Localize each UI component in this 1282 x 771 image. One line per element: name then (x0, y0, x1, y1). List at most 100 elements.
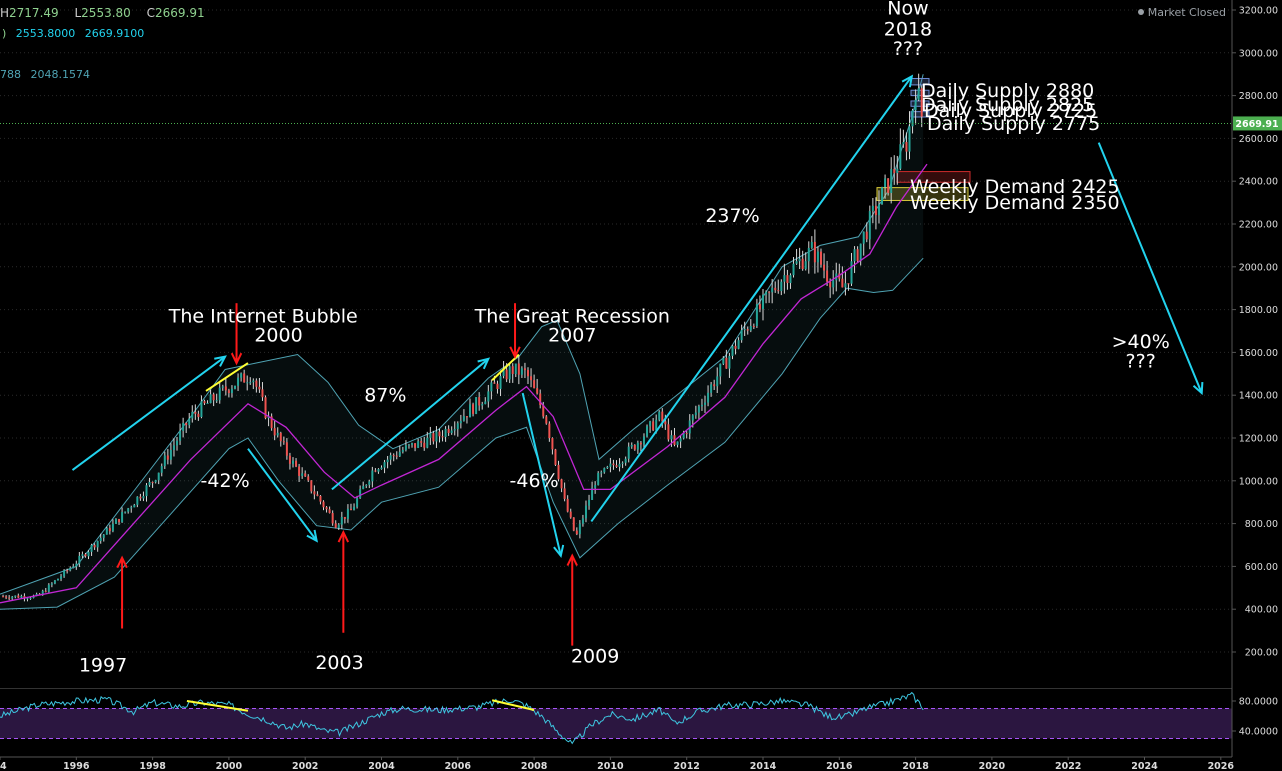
x-tick-label: 2016 (826, 761, 853, 771)
candle-body (56, 578, 59, 581)
marker-arrow (566, 553, 578, 646)
candle-body (182, 422, 185, 431)
grid (0, 9, 1232, 653)
candle-body (90, 544, 93, 552)
candle-body (542, 405, 545, 417)
candle-body (8, 597, 11, 599)
candle-body (349, 508, 352, 511)
time-axis[interactable]: 4 1996 1998 2000 2002 2004 2006 2008 2010 2012 201… (0, 756, 1282, 771)
candle-body (63, 570, 66, 577)
candle-body (670, 435, 673, 440)
candle-body (154, 480, 157, 483)
price-axis-bg (1232, 0, 1282, 757)
status-dot-icon (1137, 9, 1144, 15)
candle-body (554, 449, 557, 465)
last-price-box (1233, 116, 1282, 131)
candle-body (612, 463, 615, 466)
candle-body (783, 275, 786, 282)
candle-body (557, 464, 560, 480)
trend-arrow-head (553, 544, 565, 558)
candle-body (694, 412, 697, 416)
candle-body (469, 404, 472, 418)
candle-body (545, 416, 548, 424)
price-axis[interactable]: 3200.00 3000.00 2800.00 2600.00 2400.00 2200.… (1231, 0, 1282, 757)
candle-body (862, 231, 865, 244)
candle-body (917, 88, 920, 100)
candle-body (752, 325, 755, 327)
x-tick-label: 1996 (63, 761, 90, 771)
candle-body (664, 421, 667, 425)
annotation-year: 1997 (79, 654, 127, 676)
candle-body (734, 345, 737, 349)
candle-body (234, 385, 237, 389)
candle-body (331, 513, 334, 524)
candle-body (691, 415, 694, 421)
candle-body (676, 441, 679, 445)
bollinger-lower-line (0, 257, 924, 610)
candle-body (307, 476, 310, 481)
candle-body (563, 488, 566, 499)
annotation-title: 2018 (884, 19, 932, 41)
zone-box (876, 187, 969, 201)
candle-body (209, 394, 212, 404)
x-tick-label: 2002 (292, 761, 318, 771)
trend-arrow (71, 355, 227, 471)
candle-body (713, 384, 716, 387)
zone-label: Daily Supply 2775 (927, 113, 1100, 135)
trend-arrow-shaft (1097, 142, 1203, 394)
marker-arrow-head (230, 352, 243, 366)
candle-body (407, 444, 410, 446)
candle-body (240, 373, 243, 378)
candle-body (511, 366, 514, 375)
marker-arrow-head (337, 529, 350, 543)
candle-body (72, 566, 75, 568)
candle-body (47, 584, 50, 592)
candle-body (578, 523, 581, 535)
candle-body (114, 519, 117, 524)
candle-body (377, 469, 380, 472)
marker-arrow-head (566, 553, 578, 567)
candle-body (325, 507, 328, 510)
candle-body (60, 576, 63, 579)
annotation-title: 2000 (254, 325, 302, 347)
candle-body (642, 436, 645, 445)
candle-body (404, 445, 407, 450)
bb-value-2: 2669.9100 (84, 27, 145, 40)
candle-body (655, 419, 658, 431)
bollinger-band-fill (0, 74, 924, 610)
candle-body (481, 404, 484, 406)
candle-body (151, 481, 154, 483)
candle-body (652, 421, 655, 431)
trend-arrow (590, 74, 914, 523)
trend-arrow-shaft (331, 358, 489, 491)
candle-body (502, 369, 505, 377)
marker-arrow-head (509, 346, 521, 359)
candle-body (276, 432, 279, 436)
trend-arrow-shaft (521, 392, 562, 556)
candle-body (765, 291, 768, 295)
candle-body (96, 541, 99, 548)
x-tick-label: 2006 (445, 761, 472, 771)
candle-body (221, 386, 224, 388)
candle-body (700, 404, 703, 407)
candle-body (166, 455, 169, 460)
candle-body (807, 247, 810, 262)
candle-body (768, 291, 771, 293)
x-tick-label: 2000 (216, 761, 243, 771)
candle-body (920, 88, 923, 117)
trend-arrow-shaft (71, 355, 226, 471)
bb-value-1: 2553.8000 (15, 27, 76, 40)
candle-body (685, 433, 688, 435)
candle-body (624, 458, 627, 463)
candle-body (398, 451, 401, 457)
candle-body (911, 110, 914, 127)
candle-body (441, 436, 444, 438)
candle-body (218, 387, 221, 401)
zone-box (910, 89, 930, 97)
candle-body (301, 473, 304, 476)
candle-body (295, 460, 298, 467)
trend-arrow (247, 448, 319, 543)
candle-body (874, 205, 877, 216)
